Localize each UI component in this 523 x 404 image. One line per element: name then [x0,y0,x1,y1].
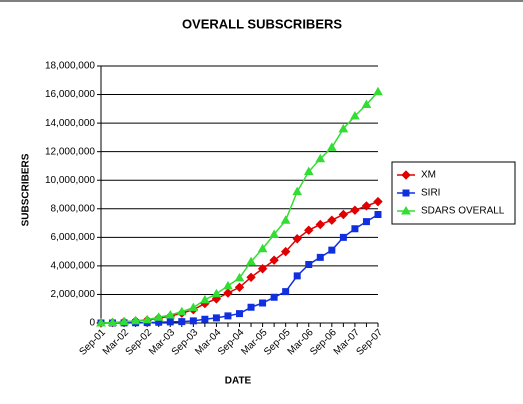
data-point [269,229,279,238]
y-tick-label: 14,000,000 [45,118,95,129]
data-point [292,234,302,244]
data-point [236,310,243,318]
data-point [166,318,174,326]
y-tick-label: 4,000,000 [51,261,96,272]
chart-title: OVERALL SUBSCRIBERS [182,16,342,31]
data-point [257,243,268,253]
data-point [338,209,349,220]
legend-marker [401,205,411,215]
data-point [234,282,245,293]
data-point [293,272,301,280]
y-tick-label: 16,000,000 [45,89,95,100]
data-point [292,186,303,196]
data-point [200,294,210,304]
data-point [189,317,197,325]
data-point [361,201,372,211]
data-point [326,142,337,151]
data-point [119,316,129,326]
y-tick-label: 18,000,000 [45,61,95,72]
legend-label: SDARS OVERALL [421,206,505,217]
data-point [153,312,164,321]
data-point [270,293,278,301]
data-point [338,123,349,133]
data-point [178,318,186,326]
data-point [269,255,279,265]
data-point [315,153,326,163]
data-point [107,317,118,327]
data-point [305,260,313,268]
data-point [130,315,141,325]
series-line [101,213,379,324]
y-tick-label: 0 [89,318,95,329]
data-point [96,317,106,327]
legend-marker [401,170,411,180]
data-point [316,253,324,261]
data-point [373,86,383,96]
data-point [328,246,336,254]
data-point [234,272,245,282]
data-point [224,312,232,320]
data-point [201,315,209,323]
y-tick-label: 2,000,000 [51,289,96,300]
x-tick-label: Sep-07 [354,327,385,358]
series-line [100,200,379,324]
y-tick-label: 12,000,000 [45,146,95,157]
data-point [246,256,256,266]
legend-label: XM [421,170,436,181]
data-point [351,225,359,233]
data-point [259,299,267,307]
data-point [247,303,255,311]
data-point [350,110,360,120]
y-tick-label: 8,000,000 [51,203,96,214]
data-point [223,280,233,290]
data-point [280,246,291,257]
data-point [282,288,290,296]
data-point [361,99,372,109]
data-point [362,218,370,226]
legend-marker [402,189,410,197]
data-point [280,215,291,224]
data-point [315,219,325,230]
x-axis-title: DATE [225,376,252,387]
data-point [257,264,268,274]
data-point [176,306,187,316]
data-point [142,314,153,324]
data-point [303,166,314,176]
data-point [211,288,222,298]
legend-label: SIRI [421,188,440,199]
data-point [246,272,256,283]
data-point [350,205,360,215]
y-tick-label: 10,000,000 [45,175,95,186]
y-axis-title: SUBSCRIBERS [21,153,32,226]
data-point [373,196,383,207]
data-point [339,233,347,241]
data-point [374,210,382,218]
data-point [327,215,337,225]
data-point [304,225,314,235]
data-point [188,302,199,312]
data-point [212,314,220,322]
data-point [223,288,233,298]
y-tick-label: 6,000,000 [51,232,96,243]
data-point [165,309,176,319]
